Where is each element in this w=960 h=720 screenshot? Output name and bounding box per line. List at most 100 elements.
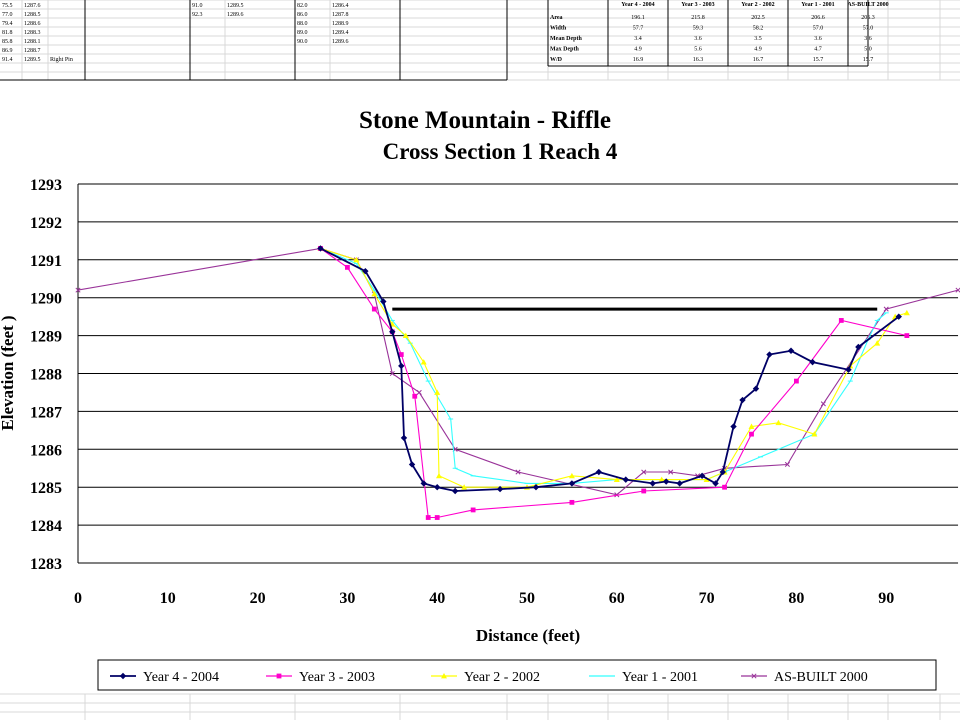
data-point (719, 468, 726, 476)
data-point (461, 484, 468, 490)
legend-label: Year 3 - 2003 (299, 670, 375, 685)
legend: Year 4 - 2004 Year 3 - 2003 Year 2 - 2002 Y… (97, 659, 937, 691)
data-point (317, 245, 324, 252)
data-point (515, 469, 521, 475)
data-point (400, 434, 408, 442)
y-tick-label: 1292 (30, 215, 62, 232)
summary-row-label: Mean Depth (550, 36, 582, 42)
series-line (320, 247, 900, 492)
data-point (641, 469, 647, 475)
data-point (402, 332, 409, 338)
chart-title: Stone Mountain - Riffle (359, 107, 611, 134)
summary-row-label: Area (550, 15, 563, 21)
summary-cell: 206.3 (861, 15, 875, 21)
summary-header: Year 1 - 2001 (801, 2, 834, 8)
data-point (809, 358, 816, 366)
data-point (641, 488, 647, 494)
x-tick-label: 90 (878, 590, 894, 607)
summary-cell: 206.6 (811, 15, 825, 21)
data-point (766, 351, 773, 358)
data-point (435, 472, 442, 479)
data-point (441, 673, 447, 679)
x-tick-label: 40 (429, 590, 445, 607)
y-tick-label: 1288 (30, 367, 62, 384)
data-point (408, 461, 416, 468)
data-point (712, 480, 719, 487)
data-point (345, 264, 350, 270)
data-point (434, 484, 441, 491)
data-point (119, 672, 127, 680)
data-point (739, 396, 746, 404)
series-layer (75, 245, 960, 520)
y-tick-label: 1284 (30, 518, 62, 535)
sheet-cell: 1289.5 (227, 3, 244, 9)
sheet-cell: 86.9 (2, 48, 13, 54)
data-point (874, 340, 881, 346)
x-tick-label: 0 (74, 590, 82, 607)
data-point (752, 385, 760, 392)
data-point (420, 480, 427, 487)
summary-cell: 215.8 (691, 15, 705, 21)
data-point (470, 507, 476, 513)
data-point (845, 366, 852, 373)
spreadsheet-footer (0, 690, 960, 720)
summary-cell: 58.2 (753, 26, 764, 32)
series-line (320, 247, 908, 519)
data-point (676, 480, 683, 487)
plot-gridlines (77, 183, 959, 564)
summary-cell: 57.0 (863, 26, 874, 32)
sheet-cell: 90.0 (297, 39, 308, 45)
data-point (568, 472, 575, 479)
summary-cell: 57.7 (633, 26, 644, 32)
sheet-cell: 75.5 (2, 3, 13, 9)
summary-cell: 3.4 (634, 36, 642, 42)
summary-cell: 3.6 (814, 36, 822, 42)
sheet-cell: 86.0 (297, 12, 308, 18)
sheet-cell: 1288.9 (332, 21, 349, 27)
spreadsheet-grid-bottom (0, 693, 960, 720)
sheet-cell: 1288.7 (24, 48, 41, 54)
data-point (389, 370, 395, 377)
summary-cell: 15.7 (863, 57, 874, 63)
series-line (77, 247, 959, 496)
data-point (751, 673, 757, 679)
data-point (903, 309, 910, 316)
x-tick-label: 50 (519, 590, 535, 607)
data-point (412, 393, 418, 399)
data-point (658, 476, 665, 483)
legend-label: Year 1 - 2001 (622, 670, 698, 685)
summary-header: Year 3 - 2003 (681, 2, 714, 8)
data-point (883, 306, 889, 312)
series-as-built-2000 (75, 245, 960, 498)
summary-cell: 3.6 (694, 36, 702, 42)
data-point (420, 359, 427, 365)
sheet-cell: 1288.3 (24, 30, 41, 36)
sheet-cell: Right Pin (50, 57, 73, 63)
sheet-cell: 1287.8 (332, 12, 349, 18)
data-point (434, 389, 441, 395)
legend-label: Year 2 - 2002 (464, 670, 540, 685)
legend-label: Year 4 - 2004 (143, 670, 219, 685)
y-tick-label: 1290 (30, 291, 62, 308)
sheet-cell: 1289.4 (332, 30, 349, 36)
sheet-cell: 1286.4 (332, 3, 349, 9)
data-point (416, 389, 422, 396)
summary-cell: 4.7 (814, 47, 822, 53)
sheet-cell: 1288.6 (24, 21, 41, 27)
sheet-cell: 1288.1 (24, 39, 41, 45)
sheet-cell: 81.8 (2, 30, 13, 36)
sheet-cell: 1287.6 (24, 3, 41, 9)
data-point (730, 423, 737, 430)
y-tick-label: 1293 (30, 177, 62, 194)
x-tick-label: 80 (788, 590, 804, 607)
sheet-cell: 1289.6 (227, 12, 244, 18)
data-point (451, 487, 459, 495)
x-tick-labels: 0 10 20 30 40 50 60 70 80 90 (74, 590, 894, 607)
data-point (398, 352, 404, 357)
y-tick-labels: 1283 1284 1285 1286 1287 1288 1289 1290 1291 1292… (30, 177, 62, 573)
data-point (380, 298, 387, 305)
sheet-cell: 82.0 (297, 3, 308, 9)
summary-row-label: Max Depth (550, 47, 579, 53)
sheet-cell: 79.4 (2, 21, 13, 27)
